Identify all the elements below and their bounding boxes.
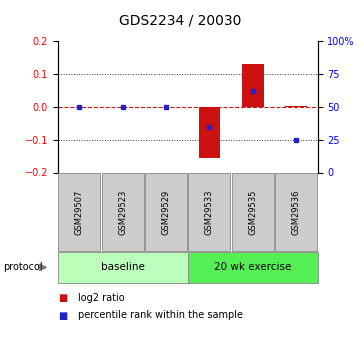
Text: GSM29533: GSM29533 [205, 189, 214, 235]
Text: GSM29535: GSM29535 [248, 189, 257, 235]
Bar [242, 64, 264, 107]
Text: ■: ■ [58, 310, 67, 321]
Bar [199, 107, 220, 158]
Text: GSM29507: GSM29507 [75, 189, 84, 235]
Text: percentile rank within the sample: percentile rank within the sample [78, 310, 243, 321]
Text: GDS2234 / 20030: GDS2234 / 20030 [119, 14, 242, 28]
Text: ■: ■ [58, 293, 67, 303]
Text: 20 wk exercise: 20 wk exercise [214, 263, 291, 272]
Text: baseline: baseline [101, 263, 145, 272]
Text: GSM29523: GSM29523 [118, 189, 127, 235]
Text: log2 ratio: log2 ratio [78, 293, 124, 303]
Text: GSM29529: GSM29529 [162, 189, 170, 235]
Text: GSM29536: GSM29536 [292, 189, 300, 235]
Text: protocol: protocol [4, 263, 43, 272]
Bar [285, 106, 307, 107]
